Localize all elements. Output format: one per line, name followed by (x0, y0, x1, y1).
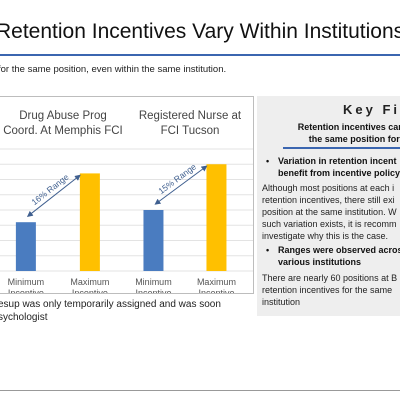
findings-lead-underline (283, 147, 400, 149)
chart-title-line: Registered Nurse at (138, 110, 242, 122)
bullet-marker: • (266, 245, 270, 255)
bar-minimum (143, 210, 164, 271)
findings-heading: Key Fin (343, 102, 400, 117)
bullet-title-line: various institutions (278, 257, 362, 267)
title-underline (0, 54, 400, 56)
bullet-body: There are nearly 60 positions at B reten… (262, 272, 397, 308)
footnote-line: esup was only temporarily assigned and w… (0, 299, 221, 310)
category-label: Incentive (8, 288, 44, 293)
range-arrow (154, 165, 208, 205)
body-line: investigate why this is the case. (262, 231, 389, 241)
chart-panel-memphis: Drug Abuse Prog Coord. At Memphis FCI Mi… (0, 97, 127, 293)
chart-frame: Drug Abuse Prog Coord. At Memphis FCI Mi… (0, 96, 254, 294)
body-line: Although most positions at each i (262, 183, 395, 193)
category-label: Incentive (72, 288, 108, 293)
category-label: Incentive (135, 288, 171, 293)
body-line: position at the same institution. W (262, 207, 397, 217)
chart-title: Drug Abuse Prog Coord. At Memphis FCI (0, 109, 127, 139)
category-label: Maximum (197, 277, 236, 287)
body-line: retention incentives for the same (262, 285, 393, 295)
bullet-title-text: Variation in retention incent benefit fr… (278, 155, 400, 179)
body-line: institution (262, 297, 301, 307)
footnote-line: sychologist (0, 312, 48, 323)
bar-maximum (79, 173, 100, 271)
bullet-title-text: Ranges were observed acros various insti… (278, 244, 400, 268)
bar-minimum (15, 222, 36, 271)
body-line: such variation exists, it is recomm (262, 219, 397, 229)
bar-maximum (206, 164, 227, 271)
bullet-title: • Ranges were observed acros various ins… (266, 244, 400, 268)
findings-lead-line: Retention incentives can va (297, 122, 400, 132)
bullet-marker: • (266, 156, 270, 166)
bullet-title-line: Variation in retention incent (278, 156, 397, 166)
range-annotation: 16% Range (29, 172, 70, 207)
bullet-title-line: Ranges were observed acros (278, 245, 400, 255)
chart-title-line: Coord. At Memphis FCI (3, 125, 123, 137)
slide-title: Retention Incentives Vary Within Institu… (0, 20, 400, 43)
body-line: retention incentives, there still exi (262, 195, 395, 205)
chart-title-line: FCI Tucson (160, 125, 220, 137)
category-label: Minimum (135, 277, 172, 287)
body-line: There are nearly 60 positions at B (262, 273, 398, 283)
bottom-divider (0, 390, 400, 391)
chart-panel-tucson: Registered Nurse at FCI Tucson Minimum In… (127, 97, 253, 293)
bullet-title-line: benefit from incentive policy (278, 168, 400, 178)
findings-lead-line: the same position for t (308, 134, 400, 144)
findings-lead: Retention incentives can va the same pos… (277, 121, 400, 145)
key-findings-panel: Key Fin Retention incentives can va the … (257, 96, 400, 316)
category-label: Incentive (198, 288, 234, 293)
range-annotation: 15% Range (156, 161, 198, 196)
bullet-title: • Variation in retention incent benefit … (266, 155, 400, 179)
footnote: esup was only temporarily assigned and w… (0, 298, 238, 324)
category-label: Minimum (8, 277, 45, 287)
slide-subtitle: for the same position, even within the s… (0, 64, 227, 75)
chart-title: Registered Nurse at FCI Tucson (127, 109, 253, 139)
range-arrow (26, 174, 81, 217)
category-label: Maximum (70, 277, 109, 287)
chart-title-line: Drug Abuse Prog (19, 110, 107, 122)
bullet-body: Although most positions at each i retent… (262, 182, 397, 242)
